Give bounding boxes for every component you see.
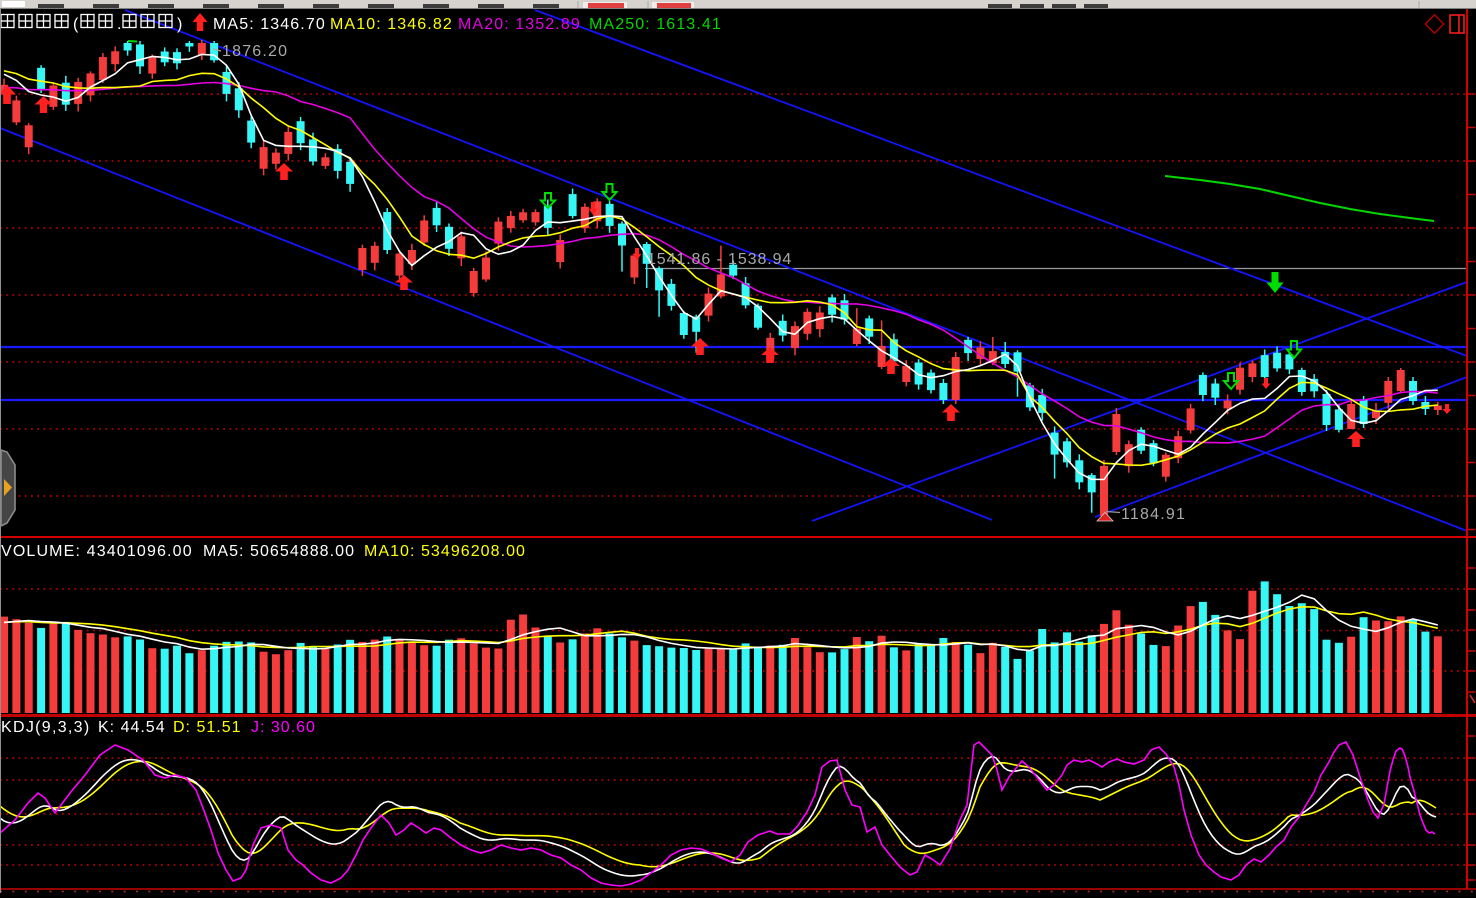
svg-text:VOLUME: 43401096.00: VOLUME: 43401096.00 — [1, 543, 193, 560]
svg-text:MA20: 1352.89: MA20: 1352.89 — [458, 16, 581, 33]
svg-text:MA5: 1346.70: MA5: 1346.70 — [213, 16, 326, 33]
svg-text:MA10: 1346.82: MA10: 1346.82 — [330, 16, 453, 33]
svg-text:K: 44.54: K: 44.54 — [98, 719, 166, 736]
svg-text:1541.86 - 1538.94: 1541.86 - 1538.94 — [647, 251, 792, 268]
svg-text:1876.20: 1876.20 — [222, 43, 288, 60]
svg-text:D: 51.51: D: 51.51 — [173, 719, 241, 736]
svg-text:.: . — [117, 16, 121, 33]
svg-text:MA10: 53496208.00: MA10: 53496208.00 — [364, 543, 526, 560]
svg-text:MA250: 1613.41: MA250: 1613.41 — [589, 16, 722, 33]
svg-text:1184.91: 1184.91 — [1121, 506, 1186, 523]
svg-text:(: ( — [73, 16, 79, 33]
svg-text:MA5: 50654888.00: MA5: 50654888.00 — [203, 543, 355, 560]
svg-text:): ) — [177, 16, 182, 33]
svg-text:J: 30.60: J: 30.60 — [251, 719, 316, 736]
svg-text:KDJ(9,3,3): KDJ(9,3,3) — [1, 719, 90, 736]
